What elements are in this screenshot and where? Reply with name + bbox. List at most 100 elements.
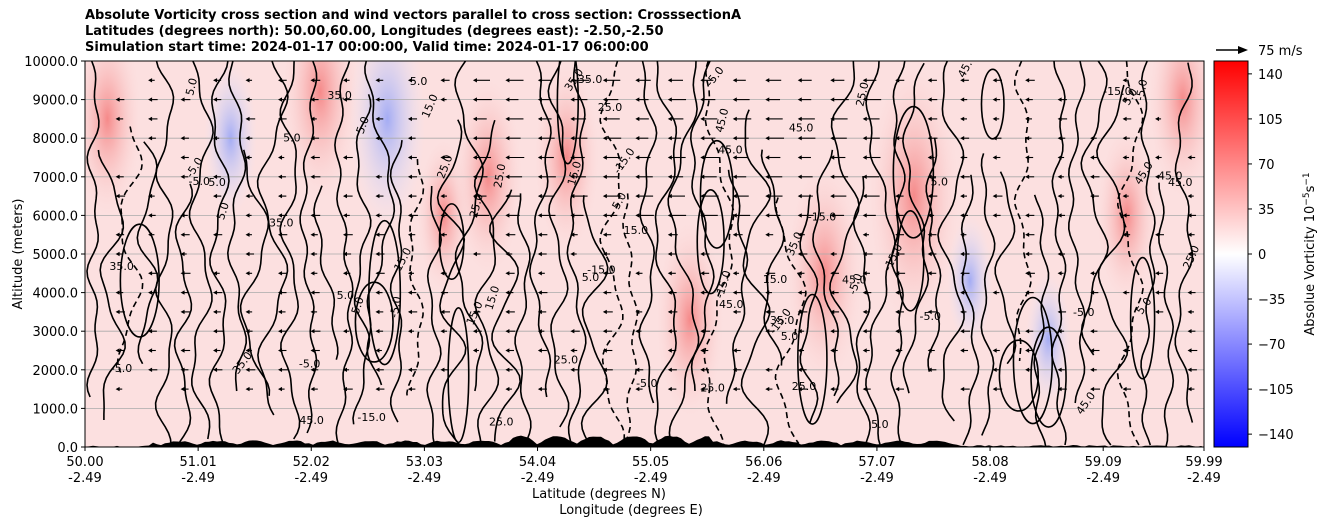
wind-vector-head: [213, 329, 218, 334]
x-tick-label-lon: -2.49: [860, 471, 894, 486]
x-tick-label-lon: -2.49: [1187, 471, 1221, 486]
contour-line: [454, 61, 484, 392]
y-tick-label: 1000.0: [33, 402, 79, 417]
wind-vector-head: [992, 290, 997, 295]
wind-vector-head: [732, 78, 737, 83]
wind-vector-head: [505, 367, 510, 372]
contour-line: [1140, 61, 1156, 446]
wind-vector-head: [245, 136, 250, 141]
wind-vector-head: [570, 367, 575, 372]
colorbar-tick-label: 105: [1258, 113, 1283, 128]
contour-label: 5.0: [871, 418, 889, 431]
wind-vector-head: [602, 251, 607, 257]
wind-vector-head: [895, 290, 900, 295]
wind-vector-head: [505, 193, 510, 199]
wind-vector-head: [927, 348, 932, 353]
vorticity-anomaly: [947, 215, 993, 347]
wind-vector-head: [862, 155, 867, 160]
wind-vector-head: [765, 290, 770, 295]
contour-label: 45.0: [1158, 170, 1183, 183]
contour-line: [1080, 61, 1109, 356]
wind-vector-head: [732, 193, 737, 199]
wind-vector-head: [1122, 213, 1127, 218]
wind-vector-head: [375, 213, 380, 218]
wind-vector-head: [635, 309, 640, 315]
x-axis: 50.00-2.4951.01-2.4952.02-2.4953.03-2.49…: [66, 447, 1223, 486]
wind-vector-head: [797, 97, 802, 102]
contour-line: [279, 61, 301, 440]
wind-vector-head: [472, 136, 477, 141]
contour-line: [580, 195, 609, 442]
wind-vector-head: [732, 271, 737, 276]
wind-vector-head: [927, 174, 932, 179]
wind-vector-head: [1187, 348, 1192, 353]
wind-vector-head: [213, 78, 218, 83]
wind-vector-head: [960, 329, 965, 334]
contour-label: 5.0: [354, 115, 372, 136]
contour-line: [528, 61, 552, 398]
contour-line: [1096, 84, 1129, 446]
wind-vector-head: [1122, 232, 1127, 237]
wind-vector-head: [1122, 136, 1127, 141]
wind-vector-head: [602, 367, 607, 372]
wind-vector-head: [602, 213, 607, 218]
wind-vector-head: [1025, 348, 1030, 353]
wind-vector-head: [700, 116, 705, 122]
wind-vector-head: [278, 309, 283, 315]
wind-vector-head: [992, 193, 997, 199]
wind-vector-head: [180, 367, 185, 372]
wind-vector-head: [1090, 367, 1095, 372]
wind-vector-head: [407, 232, 412, 237]
wind-vector-head: [1025, 271, 1030, 276]
wind-vector-head: [180, 309, 185, 315]
wind-vector-head: [570, 136, 575, 141]
wind-vector-head: [635, 367, 640, 372]
wind-vector-head: [115, 193, 120, 199]
wind-vector-head: [278, 78, 283, 83]
contour-label: 25.0: [467, 192, 486, 219]
vorticity-contours: [86, 61, 1194, 447]
wind-vector-head: [505, 136, 510, 141]
contour-line: [334, 61, 354, 446]
wind-vector-head: [375, 271, 380, 276]
wind-vector-head: [180, 348, 185, 353]
wind-vector-head: [732, 155, 737, 160]
contour-line: [86, 61, 100, 398]
contour-loop: [797, 293, 828, 425]
wind-vector-head: [375, 136, 380, 141]
wind-vector-head: [115, 116, 120, 122]
wind-vector-head: [602, 174, 607, 179]
wind-vector-head: [537, 386, 542, 392]
wind-vector-head: [667, 97, 672, 102]
wind-vector-head: [213, 290, 218, 295]
wind-vector-head: [862, 116, 867, 122]
wind-vector-head: [602, 329, 607, 334]
wind-vector-head: [537, 174, 542, 179]
colorbar-tick-label: 70: [1258, 158, 1275, 173]
wind-vector-head: [472, 97, 477, 102]
wind-vector-head: [667, 271, 672, 276]
wind-vector-head: [1057, 251, 1062, 257]
wind-vector-head: [1025, 97, 1030, 102]
wind-vector-head: [472, 193, 477, 199]
contour-line: [352, 94, 372, 425]
contour-label: 45.0: [718, 144, 743, 157]
wind-vector-head: [115, 290, 120, 295]
contour-line: [97, 149, 126, 420]
wind-vector-head: [407, 367, 412, 372]
wind-vector-head: [1122, 155, 1127, 160]
contour-line: [1067, 61, 1086, 404]
wind-vector-head: [830, 155, 835, 160]
wind-vector-head: [1090, 290, 1095, 295]
wind-vector-head: [635, 386, 640, 392]
wind-vector-head: [635, 155, 640, 160]
wind-vector-head: [407, 136, 412, 141]
vorticity-anomaly: [349, 61, 426, 230]
wind-vector-head: [960, 271, 965, 276]
wind-vector-head: [407, 78, 412, 83]
wind-vector-head: [862, 386, 867, 392]
wind-vector-head: [505, 348, 510, 353]
wind-vector-head: [180, 232, 185, 237]
wind-vector-head: [245, 348, 250, 353]
wind-vector-head: [342, 386, 347, 392]
